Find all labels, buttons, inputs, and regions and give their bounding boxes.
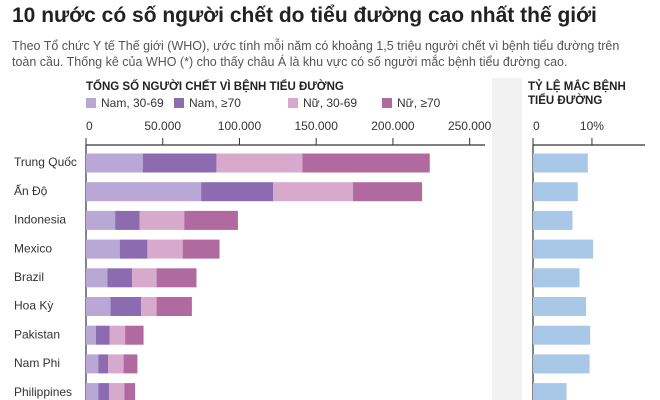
bar-segment — [86, 297, 111, 316]
bar — [533, 297, 587, 316]
legend-label: Nữ, 30-69 — [303, 96, 357, 110]
bar-segment — [110, 297, 142, 316]
panel-title: TỶ LỆ MẮC BỆNH TIỂU ĐƯỜNG — [528, 81, 626, 107]
bar-segment — [98, 354, 109, 374]
bar-segment — [86, 210, 116, 230]
bar — [533, 268, 580, 288]
bar-segment — [123, 354, 138, 374]
bar-segment — [95, 325, 110, 345]
bar-segment — [86, 239, 120, 259]
bar-segment — [98, 383, 110, 400]
y-tick-label: Indonesia — [14, 213, 66, 227]
bar — [533, 383, 567, 400]
bar — [533, 325, 591, 345]
subtitle: Theo Tổ chức Y tế Thế giới (WHO), ước tí… — [12, 39, 620, 69]
bar-segment — [182, 239, 220, 259]
bar-segment — [125, 325, 144, 345]
bar-segment — [109, 325, 126, 345]
y-tick-label: Philippines — [14, 385, 72, 399]
bar-segment — [107, 268, 133, 288]
y-tick-label: Ấn Độ — [14, 183, 48, 198]
legend-label: Nam, ≥70 — [189, 96, 241, 110]
y-tick-label: Trung Quốc — [14, 155, 77, 169]
x-tick-label: 100.000 — [218, 119, 262, 133]
bar-segment — [353, 182, 423, 202]
x-tick-label: 10% — [580, 119, 604, 133]
y-tick-label: Pakistan — [14, 327, 60, 341]
bar-segment — [147, 239, 183, 259]
bar-segment — [124, 383, 136, 400]
bar-segment — [141, 297, 157, 316]
legend-label: Nữ, ≥70 — [397, 96, 441, 110]
bar-segment — [86, 268, 108, 288]
x-tick-label: 0 — [533, 119, 540, 133]
bar-segment — [86, 153, 143, 173]
bar-segment — [156, 268, 197, 288]
bar-segment — [273, 182, 354, 202]
y-tick-label: Brazil — [14, 270, 44, 284]
bar-segment — [86, 383, 99, 400]
bar-segment — [156, 297, 192, 316]
legend-swatch — [86, 98, 96, 108]
y-tick-label: Mexico — [14, 241, 52, 255]
bar-segment — [86, 325, 96, 345]
bar-segment — [86, 182, 202, 202]
x-tick-label: 50.000 — [144, 119, 181, 133]
bar-segment — [109, 383, 125, 400]
legend-label: Nam, 30-69 — [101, 96, 164, 110]
legend-swatch — [174, 98, 184, 108]
panel-separator — [492, 78, 522, 400]
bar-segment — [132, 268, 157, 288]
bar-segment — [115, 210, 140, 230]
legend-swatch — [382, 98, 392, 108]
legend-swatch — [288, 98, 298, 108]
bar-segment — [108, 354, 124, 374]
bar-segment — [142, 153, 217, 173]
bar — [533, 239, 594, 259]
x-tick-label: 250.000 — [448, 119, 492, 133]
panel-title: TỔNG SỐ NGƯỜI CHẾT VÌ BỆNH TIỂU ĐƯỜNG — [86, 81, 344, 93]
x-tick-label: 0 — [86, 119, 93, 133]
page-title: 10 nước có số người chết do tiểu đường c… — [12, 4, 597, 27]
bar-segment — [216, 153, 303, 173]
y-tick-label: Hoa Kỳ — [14, 299, 53, 313]
bar-segment — [201, 182, 274, 202]
x-tick-label: 200.000 — [371, 119, 415, 133]
x-tick-label: 150.000 — [294, 119, 338, 133]
bar — [533, 210, 573, 230]
bar — [533, 354, 590, 374]
bar-segment — [139, 210, 185, 230]
bar — [533, 153, 588, 173]
bar — [533, 182, 578, 202]
bar-segment — [302, 153, 430, 173]
y-tick-label: Nam Phi — [14, 356, 60, 370]
bar-segment — [86, 354, 99, 374]
bar-segment — [184, 210, 238, 230]
bar-segment — [119, 239, 148, 259]
